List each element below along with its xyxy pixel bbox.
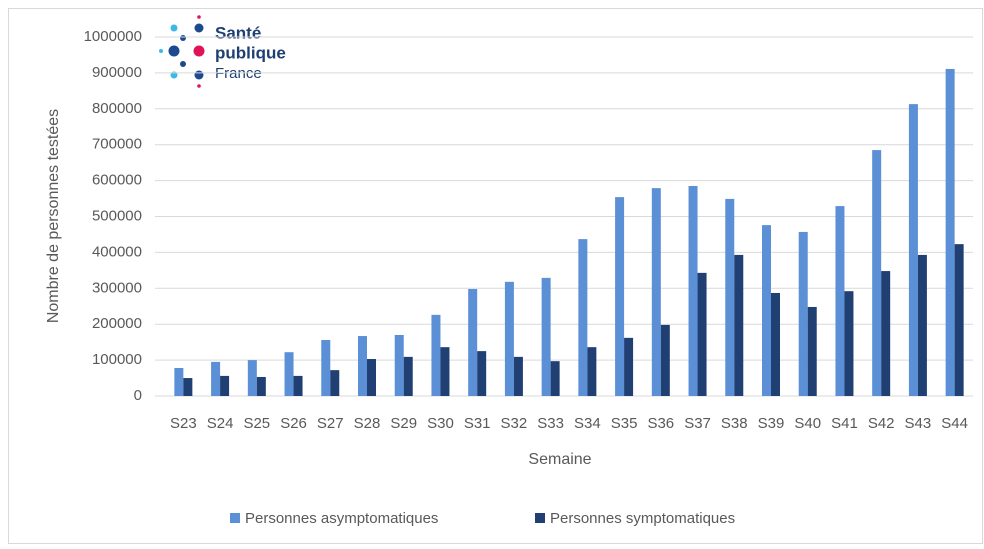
chart-frame bbox=[8, 8, 983, 544]
bar bbox=[477, 351, 487, 396]
bar bbox=[431, 314, 441, 396]
bar bbox=[954, 244, 964, 396]
bar bbox=[734, 254, 744, 396]
bar bbox=[330, 370, 340, 396]
y-tick-label: 400000 bbox=[92, 243, 142, 260]
bar bbox=[358, 336, 367, 396]
bar bbox=[367, 359, 376, 396]
x-tick-label: S42 bbox=[868, 415, 895, 432]
x-tick-label: S33 bbox=[537, 415, 564, 432]
bar bbox=[660, 324, 670, 396]
bar bbox=[908, 104, 918, 397]
bar bbox=[578, 239, 588, 396]
y-tick-label: 500000 bbox=[92, 207, 142, 224]
bar bbox=[247, 360, 257, 396]
bar bbox=[293, 375, 303, 396]
bar bbox=[403, 356, 413, 396]
x-tick-label: S39 bbox=[758, 415, 785, 432]
x-tick-label: S28 bbox=[354, 415, 381, 432]
bar bbox=[440, 347, 450, 396]
y-tick-label: 1000000 bbox=[84, 28, 142, 45]
bar bbox=[220, 375, 230, 396]
bar bbox=[945, 68, 955, 397]
y-tick-label: 700000 bbox=[92, 136, 142, 153]
x-axis-title: Semaine bbox=[528, 451, 591, 468]
x-tick-label: S36 bbox=[647, 415, 674, 432]
bar bbox=[284, 352, 294, 396]
bar bbox=[468, 289, 478, 396]
logo: Santé publique France bbox=[159, 15, 286, 88]
x-tick-label: S31 bbox=[464, 415, 491, 432]
bar bbox=[872, 150, 882, 396]
y-tick-label: 600000 bbox=[92, 172, 142, 189]
bar bbox=[697, 272, 707, 396]
bar bbox=[587, 347, 597, 396]
bar bbox=[835, 206, 845, 396]
x-tick-label: S41 bbox=[831, 415, 858, 432]
x-tick-label: S23 bbox=[170, 415, 197, 432]
x-tick-label: S35 bbox=[611, 415, 638, 432]
bar bbox=[807, 306, 817, 396]
bar bbox=[917, 254, 927, 396]
y-tick-label: 200000 bbox=[92, 315, 142, 332]
x-tick-label: S44 bbox=[941, 415, 968, 432]
bar bbox=[798, 231, 808, 396]
x-tick-label: S32 bbox=[501, 415, 528, 432]
bar bbox=[651, 188, 661, 396]
bar bbox=[688, 185, 698, 396]
bar bbox=[504, 281, 514, 396]
legend-label: Personnes symptomatiques bbox=[550, 510, 735, 527]
legend-label: Personnes asymptomatiques bbox=[245, 510, 438, 527]
legend-swatch bbox=[535, 513, 545, 523]
x-tick-label: S24 bbox=[207, 415, 234, 432]
y-tick-label: 300000 bbox=[92, 279, 142, 296]
y-tick-label: 0 bbox=[134, 387, 142, 404]
bar bbox=[211, 361, 221, 396]
bar bbox=[183, 378, 193, 396]
y-tick-label: 800000 bbox=[92, 100, 142, 117]
x-tick-label: S43 bbox=[905, 415, 932, 432]
bar bbox=[881, 271, 891, 396]
legend-swatch bbox=[230, 513, 240, 523]
bar bbox=[771, 292, 780, 396]
bar bbox=[725, 198, 735, 396]
x-tick-label: S30 bbox=[427, 415, 454, 432]
y-tick-label: 100000 bbox=[92, 351, 142, 368]
bar bbox=[321, 339, 331, 396]
bar bbox=[513, 356, 523, 396]
bar bbox=[550, 361, 560, 396]
x-tick-label: S34 bbox=[574, 415, 601, 432]
bar bbox=[394, 334, 404, 396]
x-tick-label: S38 bbox=[721, 415, 748, 432]
x-tick-label: S26 bbox=[280, 415, 307, 432]
bar bbox=[541, 277, 551, 396]
y-axis-title: Nombre de personnes testées bbox=[45, 109, 62, 323]
x-tick-label: S27 bbox=[317, 415, 344, 432]
logo-text: publique bbox=[215, 43, 286, 62]
x-tick-label: S40 bbox=[794, 415, 821, 432]
bar bbox=[844, 291, 854, 396]
logo-text: Santé bbox=[215, 23, 261, 42]
bar bbox=[624, 337, 634, 396]
x-tick-label: S25 bbox=[243, 415, 270, 432]
bar bbox=[762, 225, 771, 396]
bar bbox=[615, 197, 625, 396]
logo-text: France bbox=[215, 65, 262, 82]
x-tick-label: S29 bbox=[390, 415, 417, 432]
bar bbox=[256, 376, 266, 396]
y-tick-label: 900000 bbox=[92, 64, 142, 81]
bar bbox=[174, 367, 184, 396]
x-tick-label: S37 bbox=[684, 415, 711, 432]
